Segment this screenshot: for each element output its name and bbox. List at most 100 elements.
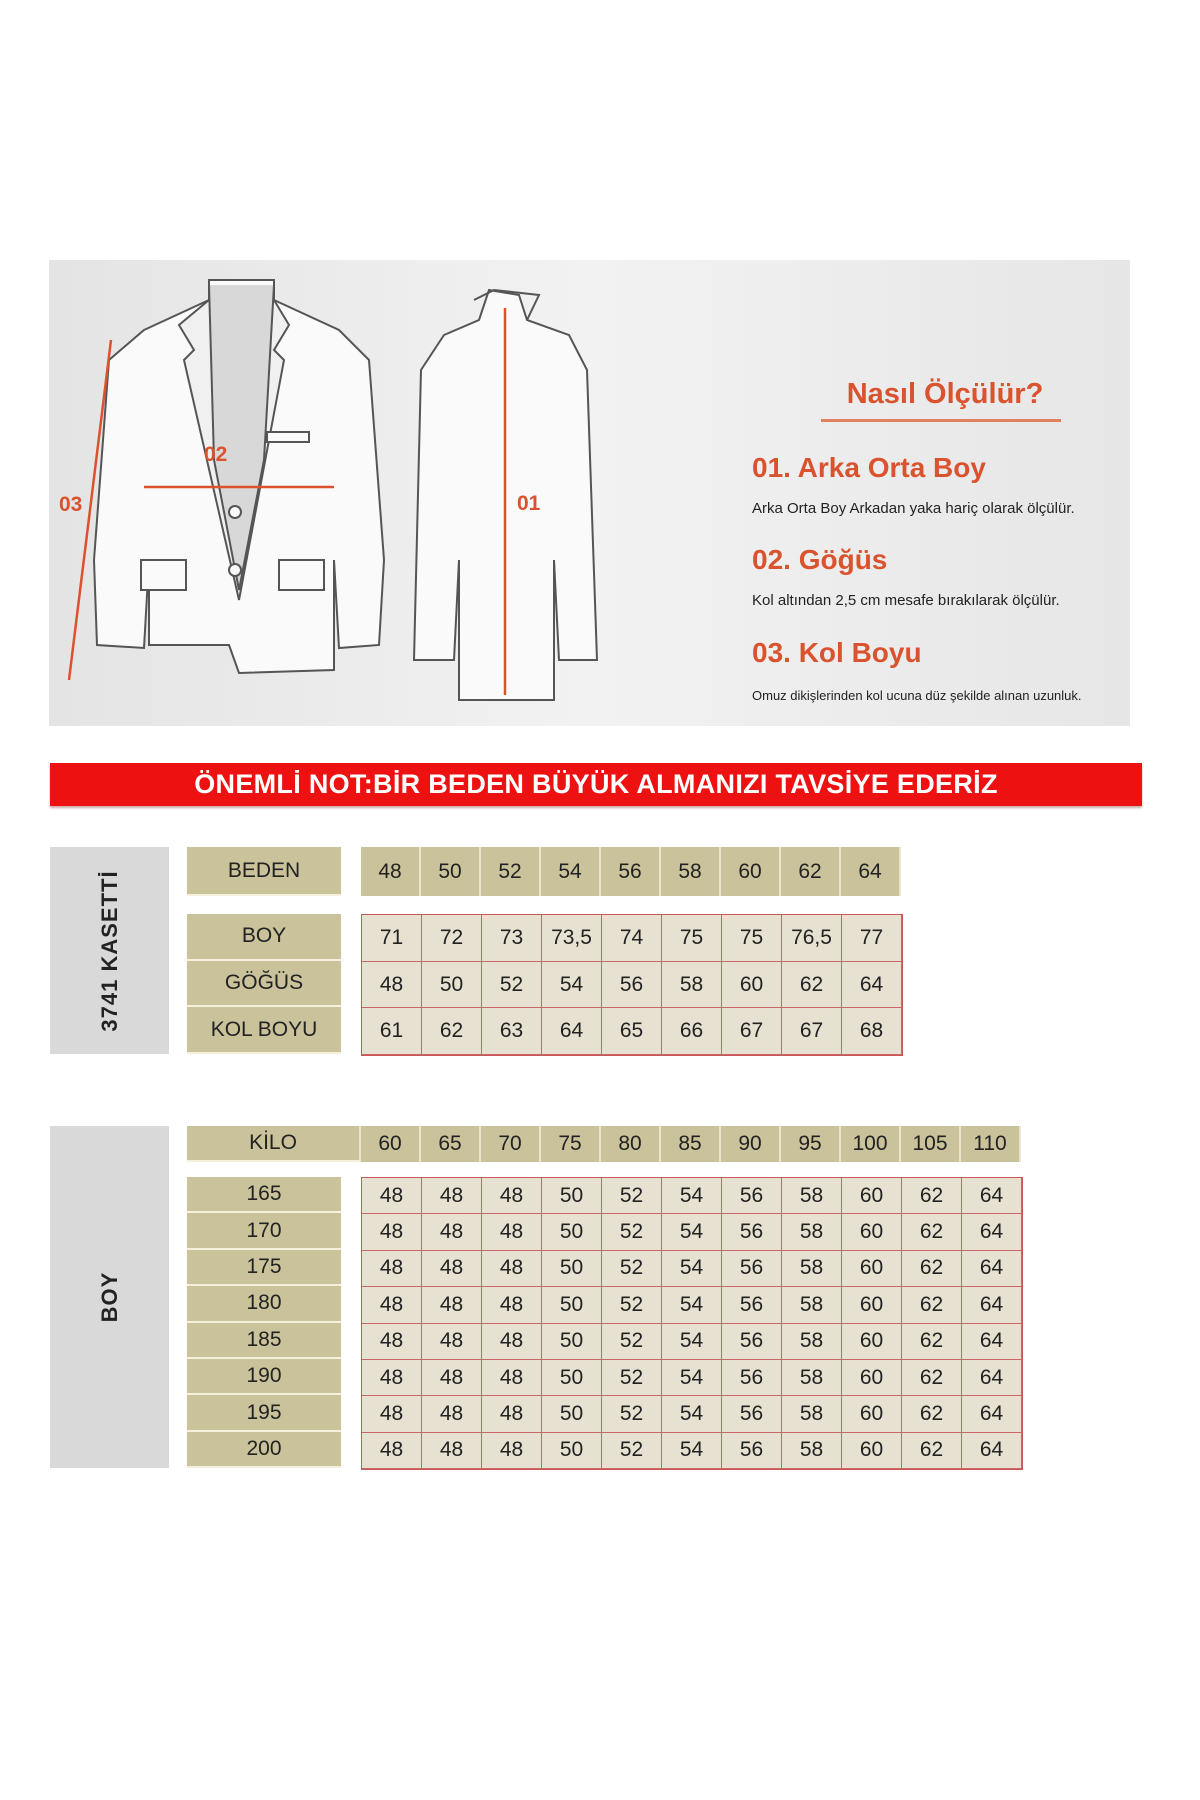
table-cell: 73 bbox=[482, 915, 542, 962]
table-cell: 48 bbox=[362, 1287, 422, 1324]
header-cell: 50 bbox=[421, 847, 481, 896]
table-cell: 60 bbox=[722, 961, 782, 1009]
table-cell: 48 bbox=[422, 1250, 482, 1288]
step-02-desc: Kol altından 2,5 cm mesafe bırakılarak ö… bbox=[752, 592, 1060, 609]
table-cell: 50 bbox=[542, 1396, 602, 1433]
table-cell: 62 bbox=[902, 1323, 962, 1360]
table-cell: 48 bbox=[362, 1432, 422, 1470]
header-cell: 56 bbox=[601, 847, 661, 896]
step-01-title: 01. Arka Orta Boy bbox=[752, 452, 986, 483]
table-cell: 50 bbox=[542, 1287, 602, 1324]
table-cell: 48 bbox=[482, 1178, 542, 1215]
table-cell: 63 bbox=[482, 1008, 542, 1056]
table-cell: 48 bbox=[482, 1214, 542, 1251]
table-cell: 48 bbox=[362, 1250, 422, 1288]
table2-header-row: 60 65 70 75 80 85 90 95 100 105 110 bbox=[361, 1126, 1021, 1162]
table1-side-label: 3741 KASETTİ bbox=[96, 869, 122, 1032]
table-row: 48 48 48 50 52 54 56 58 60 62 64 bbox=[362, 1250, 1022, 1288]
table-cell: 62 bbox=[422, 1008, 482, 1056]
table-cell: 77 bbox=[842, 915, 902, 962]
table-cell: 48 bbox=[422, 1323, 482, 1360]
table-cell: 48 bbox=[482, 1432, 542, 1470]
header-cell: 60 bbox=[721, 847, 781, 896]
table-cell: 50 bbox=[542, 1432, 602, 1470]
table-cell: 56 bbox=[722, 1287, 782, 1324]
table-cell: 48 bbox=[422, 1432, 482, 1470]
header-cell: 90 bbox=[721, 1126, 781, 1162]
table-cell: 67 bbox=[782, 1008, 842, 1056]
table-cell: 48 bbox=[482, 1287, 542, 1324]
row-label: KOL BOYU bbox=[187, 1007, 341, 1055]
table-cell: 64 bbox=[842, 961, 902, 1009]
table-cell: 54 bbox=[662, 1432, 722, 1470]
table2-side-label-box: BOY bbox=[50, 1126, 169, 1468]
table-cell: 48 bbox=[422, 1287, 482, 1324]
header-cell: 54 bbox=[541, 847, 601, 896]
table-cell: 48 bbox=[482, 1323, 542, 1360]
header-cell: 95 bbox=[781, 1126, 841, 1162]
table-row: 48 48 48 50 52 54 56 58 60 62 64 bbox=[362, 1214, 1022, 1251]
header-cell: 64 bbox=[841, 847, 901, 896]
table-cell: 52 bbox=[602, 1323, 662, 1360]
step-03-desc: Omuz dikişlerinden kol ucuna düz şekilde… bbox=[752, 688, 1082, 703]
table-row: 48 48 48 50 52 54 56 58 60 62 64 bbox=[362, 1432, 1022, 1470]
table-row: 48 48 48 50 52 54 56 58 60 62 64 bbox=[362, 1396, 1022, 1433]
table-cell: 58 bbox=[782, 1396, 842, 1433]
table1-header-row: 48 50 52 54 56 58 60 62 64 bbox=[361, 847, 901, 896]
table-cell: 58 bbox=[782, 1323, 842, 1360]
row-label: 190 bbox=[187, 1358, 341, 1396]
table2-header-label: KİLO bbox=[187, 1126, 361, 1162]
table-cell: 58 bbox=[782, 1287, 842, 1324]
table-cell: 71 bbox=[362, 915, 422, 962]
table-cell: 48 bbox=[362, 1214, 422, 1251]
header-cell: 110 bbox=[961, 1126, 1021, 1162]
table-cell: 52 bbox=[602, 1287, 662, 1324]
table-cell: 48 bbox=[362, 1359, 422, 1397]
table-cell: 58 bbox=[782, 1359, 842, 1397]
table-cell: 48 bbox=[422, 1214, 482, 1251]
row-label: 175 bbox=[187, 1249, 341, 1287]
table-cell: 62 bbox=[902, 1178, 962, 1215]
table-cell: 56 bbox=[722, 1396, 782, 1433]
measurement-guide-panel: 03 02 01 bbox=[49, 260, 1130, 726]
table2-row-labels: 165 170 175 180 185 190 195 200 bbox=[187, 1177, 341, 1469]
table-cell: 64 bbox=[962, 1323, 1022, 1360]
row-label: 200 bbox=[187, 1431, 341, 1469]
table-cell: 54 bbox=[662, 1359, 722, 1397]
table-cell: 76,5 bbox=[782, 915, 842, 962]
table-cell: 50 bbox=[542, 1250, 602, 1288]
header-cell: 105 bbox=[901, 1126, 961, 1162]
table-cell: 54 bbox=[542, 961, 602, 1009]
table-cell: 62 bbox=[902, 1432, 962, 1470]
table-cell: 48 bbox=[482, 1396, 542, 1433]
table-cell: 75 bbox=[662, 915, 722, 962]
header-cell: 60 bbox=[361, 1126, 421, 1162]
table-row: 48 50 52 54 56 58 60 62 64 bbox=[362, 961, 902, 1009]
table-cell: 58 bbox=[782, 1432, 842, 1470]
table-cell: 60 bbox=[842, 1214, 902, 1251]
table-cell: 54 bbox=[662, 1250, 722, 1288]
table-cell: 58 bbox=[782, 1178, 842, 1215]
jacket-illustration bbox=[67, 279, 599, 701]
table-cell: 52 bbox=[602, 1214, 662, 1251]
table-cell: 72 bbox=[422, 915, 482, 962]
table-cell: 64 bbox=[962, 1178, 1022, 1215]
table-cell: 64 bbox=[962, 1432, 1022, 1470]
table1-side-label-box: 3741 KASETTİ bbox=[50, 847, 169, 1054]
header-cell: 62 bbox=[781, 847, 841, 896]
table-cell: 75 bbox=[722, 915, 782, 962]
table2-grid: 48 48 48 50 52 54 56 58 60 62 64 48 48 48 50 52 54 56 58 60… bbox=[361, 1177, 1023, 1471]
table-cell: 62 bbox=[902, 1214, 962, 1251]
table-cell: 60 bbox=[842, 1287, 902, 1324]
table-cell: 48 bbox=[422, 1359, 482, 1397]
table-cell: 54 bbox=[662, 1178, 722, 1215]
table-cell: 52 bbox=[602, 1432, 662, 1470]
table-cell: 54 bbox=[662, 1214, 722, 1251]
table-cell: 48 bbox=[422, 1178, 482, 1215]
table-cell: 48 bbox=[362, 1178, 422, 1215]
table-cell: 52 bbox=[482, 961, 542, 1009]
row-label: 195 bbox=[187, 1395, 341, 1432]
how-to-measure-title: Nasıl Ölçülür? bbox=[846, 378, 1044, 410]
table-cell: 66 bbox=[662, 1008, 722, 1056]
table-cell: 52 bbox=[602, 1250, 662, 1288]
